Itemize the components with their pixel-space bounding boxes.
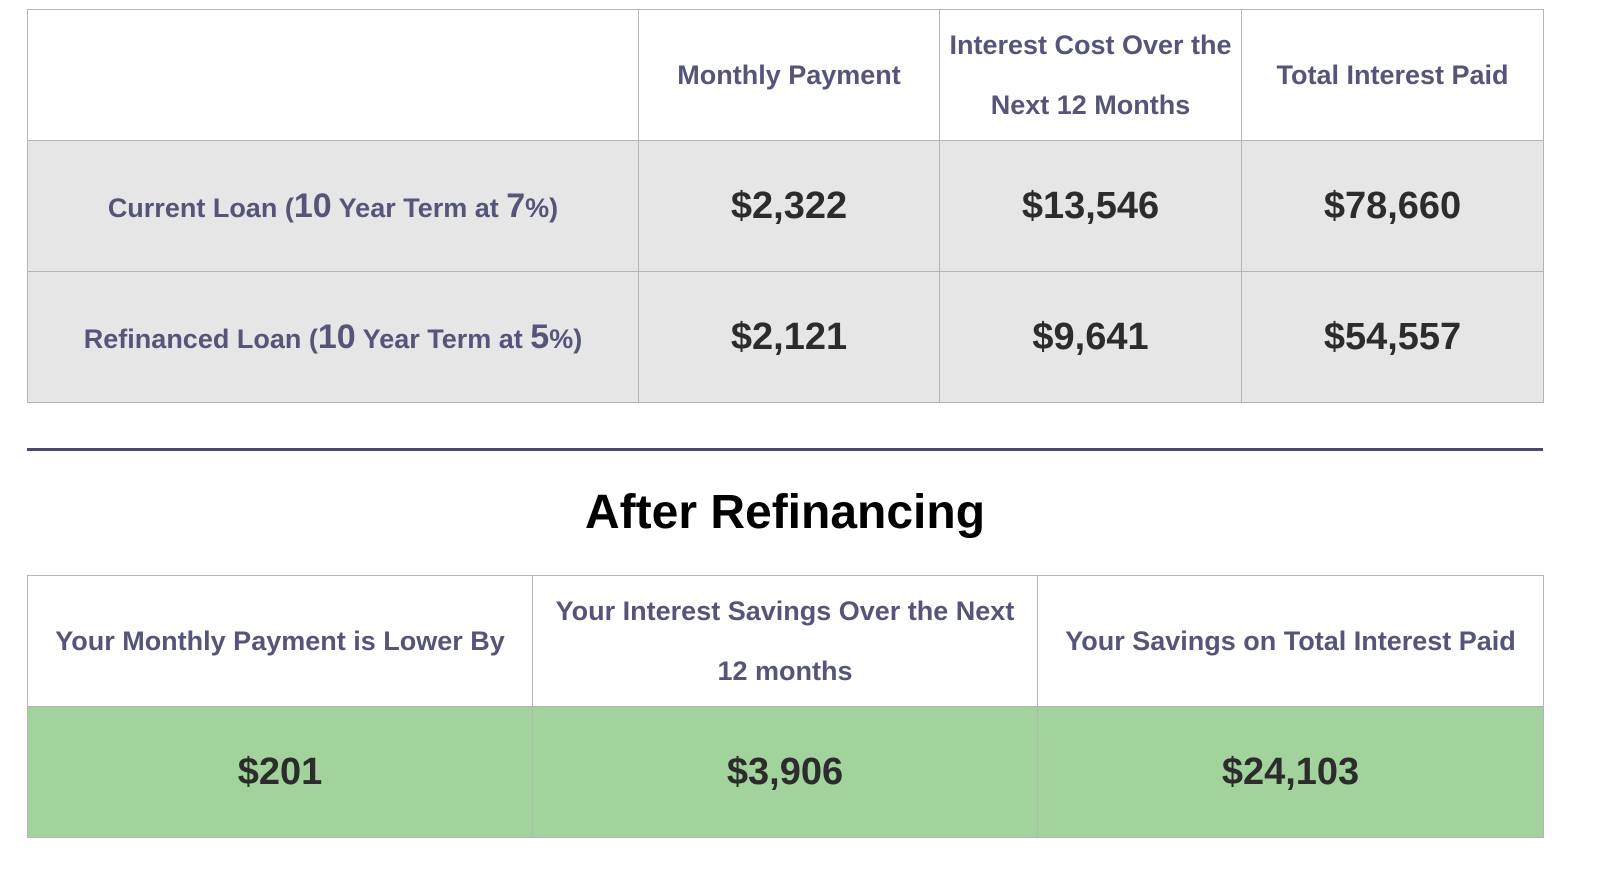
savings-values-row: $201 $3,906 $24,103: [27, 706, 1544, 838]
after-refinancing-title: After Refinancing: [584, 486, 986, 539]
current-total-interest: $78,660: [1241, 140, 1544, 272]
section-divider: [27, 448, 1543, 451]
label-term-years: 10: [317, 317, 356, 356]
label-term-years: 10: [293, 186, 332, 225]
monthly-savings-value: $201: [27, 706, 533, 838]
header-monthly-payment: Monthly Payment: [638, 9, 940, 141]
header-savings-total-interest: Your Savings on Total Interest Paid: [1037, 575, 1544, 707]
label-suffix: %): [549, 323, 583, 354]
label-rate: 5: [530, 317, 550, 356]
table-header-row: Monthly Payment Interest Cost Over the N…: [27, 9, 1544, 141]
savings-table: Your Monthly Payment is Lower By Your In…: [27, 575, 1544, 838]
label-middle: Year Term at: [331, 192, 507, 223]
header-interest-12-months: Interest Cost Over the Next 12 Months: [939, 9, 1242, 141]
row-label-refinanced-loan: Refinanced Loan (10 Year Term at 5%): [27, 271, 639, 403]
label-suffix: %): [525, 192, 559, 223]
header-interest-savings-12-months: Your Interest Savings Over the Next 12 m…: [532, 575, 1038, 707]
total-interest-savings-value: $24,103: [1037, 706, 1544, 838]
current-interest-12-months: $13,546: [939, 140, 1242, 272]
table-row: Current Loan (10 Year Term at 7%) $2,322…: [27, 140, 1544, 272]
refinanced-total-interest: $54,557: [1241, 271, 1544, 403]
label-middle: Year Term at: [355, 323, 531, 354]
header-monthly-lower-by: Your Monthly Payment is Lower By: [27, 575, 533, 707]
refinance-comparison: Monthly Payment Interest Cost Over the N…: [27, 9, 1544, 838]
current-monthly-payment: $2,322: [638, 140, 940, 272]
interest-savings-12-months-value: $3,906: [532, 706, 1038, 838]
table-row: Refinanced Loan (10 Year Term at 5%) $2,…: [27, 271, 1544, 403]
refinanced-monthly-payment: $2,121: [638, 271, 940, 403]
savings-header-row: Your Monthly Payment is Lower By Your In…: [27, 575, 1544, 707]
header-total-interest: Total Interest Paid: [1241, 9, 1544, 141]
label-prefix: Refinanced Loan (: [83, 323, 318, 354]
label-rate: 7: [506, 186, 526, 225]
refinanced-interest-12-months: $9,641: [939, 271, 1242, 403]
loan-comparison-table: Monthly Payment Interest Cost Over the N…: [27, 9, 1544, 403]
header-empty: [27, 9, 639, 141]
label-prefix: Current Loan (: [107, 192, 294, 223]
row-label-current-loan: Current Loan (10 Year Term at 7%): [27, 140, 639, 272]
